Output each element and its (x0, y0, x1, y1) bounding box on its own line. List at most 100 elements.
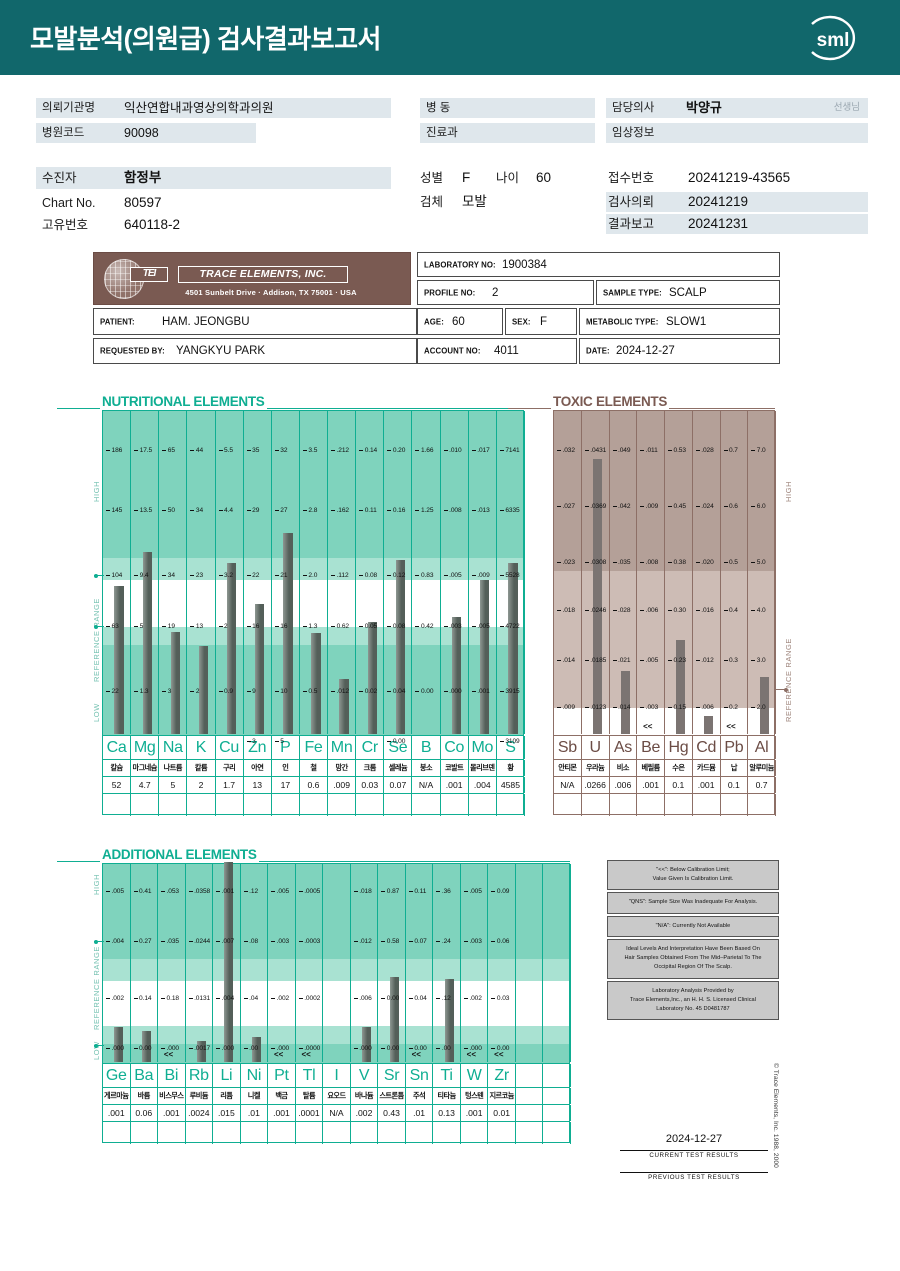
field-chart-no-value: 80597 (124, 195, 162, 210)
element-value: .001 (642, 780, 659, 790)
axis-tick-label: .0005 (298, 888, 320, 895)
axis-zone-label: HIGH (92, 873, 101, 895)
tei-age-value: 60 (452, 315, 465, 328)
element-blank-cell (721, 794, 749, 816)
element-symbol-cell (543, 1064, 571, 1087)
element-name-kr-cell: 비스무스 (158, 1088, 186, 1104)
chart-bar (452, 617, 462, 734)
axis-tick-label: 2 (218, 623, 228, 630)
element-value: .004 (473, 780, 491, 790)
element-name-kr-cell: 칼슘 (103, 760, 132, 776)
axis-tick-label: .00 (436, 1045, 451, 1052)
profile-no-cell: PROFILE NO: 2 (417, 280, 594, 305)
axis-tick-label: .005 (463, 888, 482, 895)
tei-brand-address: 4501 Sunbelt Drive · Addison, TX 75001 ·… (185, 288, 357, 297)
chart-bar (170, 631, 180, 734)
chart-column (554, 411, 582, 734)
reference-range-marker (775, 689, 787, 690)
element-value-cell: 0.1 (665, 777, 693, 793)
copyright-text: © Trace Elements, Inc. 1988, 2000 (772, 1063, 779, 1168)
chart-bar (198, 646, 209, 734)
chart-bar (226, 563, 237, 734)
element-symbol: Rb (188, 1066, 209, 1084)
element-name-kr: 베릴륨 (641, 763, 660, 772)
reference-range-marker (94, 941, 104, 942)
field-age-label: 나이 (496, 171, 520, 185)
element-value: .01 (247, 1108, 260, 1118)
axis-tick-label: .004 (216, 995, 234, 1002)
axis-tick-label: 50 (162, 507, 175, 514)
element-value-cell: .001 (461, 1105, 489, 1121)
axis-tick-label: 0.15 (668, 704, 686, 711)
axis-tick-label: .0308 (584, 559, 606, 566)
axis-tick-label: .005 (271, 888, 289, 895)
element-value-cell: N/A (554, 777, 582, 793)
element-value: .0266 (584, 780, 606, 790)
field-uid-value: 640118-2 (124, 217, 181, 232)
axis-tick-label: 21 (274, 572, 288, 579)
axis-tick-label: 63 (106, 623, 119, 630)
element-value: .001 (697, 780, 715, 790)
axis-tick-label: .000 (161, 1045, 179, 1052)
axis-tick-label: .0131 (188, 995, 210, 1002)
element-blank-cell (323, 1122, 351, 1144)
chart-bar (593, 459, 603, 734)
element-name-kr: 바륨 (137, 1091, 151, 1100)
element-blank-cell (216, 794, 244, 816)
axis-tick-label: .0123 (584, 704, 606, 711)
element-name-kr-cell: 인 (272, 760, 300, 776)
axis-zone-label: HIGH (784, 480, 793, 502)
element-symbol: Ni (246, 1066, 262, 1084)
chart-bar (114, 1027, 124, 1062)
field-hospital-code-label: 병원코드 (42, 127, 85, 139)
chart-column (488, 864, 516, 1062)
element-name-kr: 카드뮴 (696, 763, 716, 772)
axis-tick-label: 7141 (499, 447, 520, 454)
axis-tick-label: 5528 (499, 572, 520, 579)
element-blank-cell (159, 794, 188, 816)
element-value: 0.01 (493, 1108, 511, 1118)
element-table-row (554, 794, 776, 816)
element-symbol: Li (220, 1066, 233, 1084)
element-symbol: Pb (724, 738, 744, 756)
element-value: .006 (614, 780, 632, 790)
axis-tick-label: .016 (695, 607, 714, 614)
element-table-row: 안티몬 우라늄 비소 베릴륨 수은 카드뮴 납 알루미늄 (554, 760, 776, 777)
element-blank-cell (412, 794, 441, 816)
chart-title-rule (57, 861, 570, 862)
axis-tick-label: .009 (640, 503, 658, 510)
element-name-kr: 몰리브덴 (470, 763, 495, 772)
field-hospital-code-value: 90098 (124, 126, 159, 140)
axis-tick-label: 34 (162, 572, 175, 579)
chart-bar (114, 586, 124, 734)
element-value-cell: 0.7 (748, 777, 776, 793)
axis-tick-label: .014 (557, 657, 575, 664)
below-calibration-marker: << (411, 1050, 421, 1059)
chart-column (159, 411, 188, 734)
element-name-kr-cell: 바륨 (131, 1088, 159, 1104)
chart-column (378, 864, 406, 1062)
element-value: 2 (198, 780, 204, 790)
axis-tick-label: .005 (471, 623, 490, 630)
element-symbol-cell: K (187, 736, 216, 759)
page-header: 모발분석(의원급) 검사결과보고서 sml (0, 0, 900, 75)
field-doctor-label: 담당의사 (612, 102, 655, 114)
chart-column (693, 411, 721, 734)
element-symbol: As (613, 738, 632, 756)
element-name-kr: 요오드 (327, 1091, 346, 1100)
field-subject-value: 함정부 (124, 170, 162, 185)
field-specimen-label: 검체 (420, 195, 444, 209)
chart-bar (142, 552, 152, 734)
axis-tick-label: 3 (162, 688, 171, 695)
element-symbol-cell: P (272, 736, 300, 759)
field-doctor: 담당의사 박양규 선생님 (606, 98, 868, 118)
axis-tick-label: 0.30 (668, 607, 686, 614)
element-name-kr-cell: 우라늄 (582, 760, 610, 776)
element-symbol-cell: Ge (103, 1064, 131, 1087)
axis-tick-label: .009 (471, 572, 490, 579)
element-symbol: Pt (274, 1066, 289, 1084)
element-name-kr-cell: 나트륨 (159, 760, 188, 776)
nutritional-elements-panel: NUTRITIONAL ELEMENTS 186 17.5 65 44 5.5 35 32 3.… (57, 392, 535, 822)
axis-tick-label: 0.83 (415, 572, 433, 579)
element-value: .001 (162, 1108, 180, 1118)
